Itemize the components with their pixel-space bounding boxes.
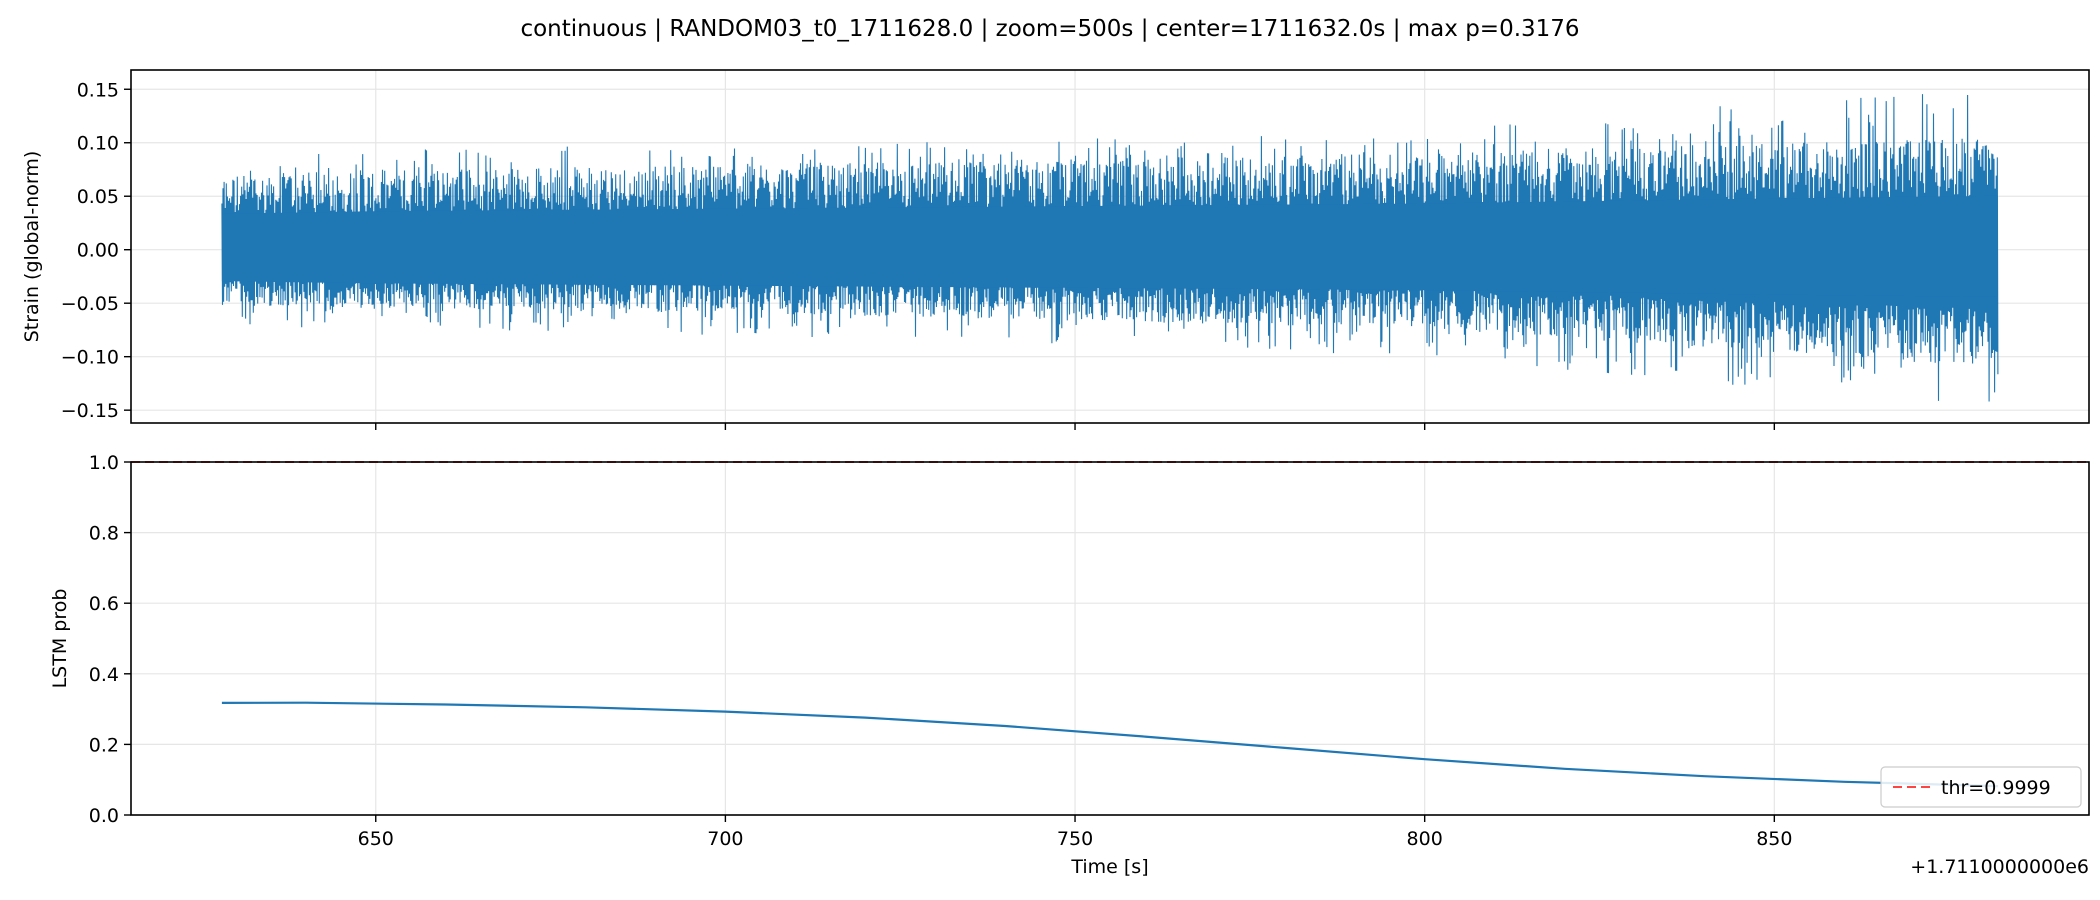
y-tick-label: 1.0	[89, 452, 119, 474]
y-tick-label: 0.15	[77, 79, 119, 101]
probability-axes-frame	[130, 461, 2090, 816]
y-tick-label: 0.0	[89, 805, 119, 827]
probability-x-ticks: 650 700 750 800 850	[358, 815, 1792, 850]
legend-box	[1880, 766, 2082, 808]
x-offset-text: +1.7110000000e6	[1910, 856, 2089, 878]
strain-y-ticks: −0.15 −0.10 −0.05 0.00 0.05 0.10 0.15	[61, 79, 131, 422]
x-tick-label: 750	[1057, 828, 1093, 850]
strain-waveform	[221, 94, 1999, 402]
y-tick-label: 0.10	[77, 133, 119, 155]
probability-y-axis-label: LSTM prob	[49, 589, 71, 689]
figure-title: continuous | RANDOM03_t0_1711628.0 | zoo…	[520, 16, 1579, 42]
y-tick-label: −0.05	[61, 293, 119, 315]
strain-axes-frame	[130, 69, 2090, 424]
y-tick-label: 0.8	[89, 523, 119, 545]
y-tick-label: −0.10	[61, 347, 119, 369]
y-tick-label: 0.00	[77, 240, 119, 262]
y-tick-label: −0.15	[61, 400, 119, 422]
probability-series-line	[221, 701, 1999, 788]
probability-y-ticks: 0.0 0.2 0.4 0.6 0.8 1.0	[89, 452, 131, 827]
y-tick-label: 0.6	[89, 593, 119, 615]
y-tick-label: 0.05	[77, 186, 119, 208]
strain-core-band	[221, 195, 1998, 297]
legend: thr=0.9999	[1880, 766, 2082, 808]
y-tick-label: 0.2	[89, 734, 119, 756]
strain-x-ticks	[375, 423, 1776, 430]
x-tick-label: 850	[1756, 828, 1792, 850]
x-tick-label: 650	[358, 828, 394, 850]
strain-y-axis-label: Strain (global-norm)	[21, 151, 43, 343]
legend-threshold-label: thr=0.9999	[1941, 777, 2051, 799]
x-axis-label: Time [s]	[1070, 856, 1148, 878]
x-tick-label: 700	[707, 828, 743, 850]
strain-panel: −0.15 −0.10 −0.05 0.00 0.05 0.10 0.15 Strain (…	[21, 69, 2090, 430]
probability-panel: 0.0 0.2 0.4 0.6 0.8 1.0 650 700 750 800 850 LSTM …	[49, 452, 2090, 878]
y-tick-label: 0.4	[89, 664, 119, 686]
x-tick-label: 800	[1407, 828, 1443, 850]
